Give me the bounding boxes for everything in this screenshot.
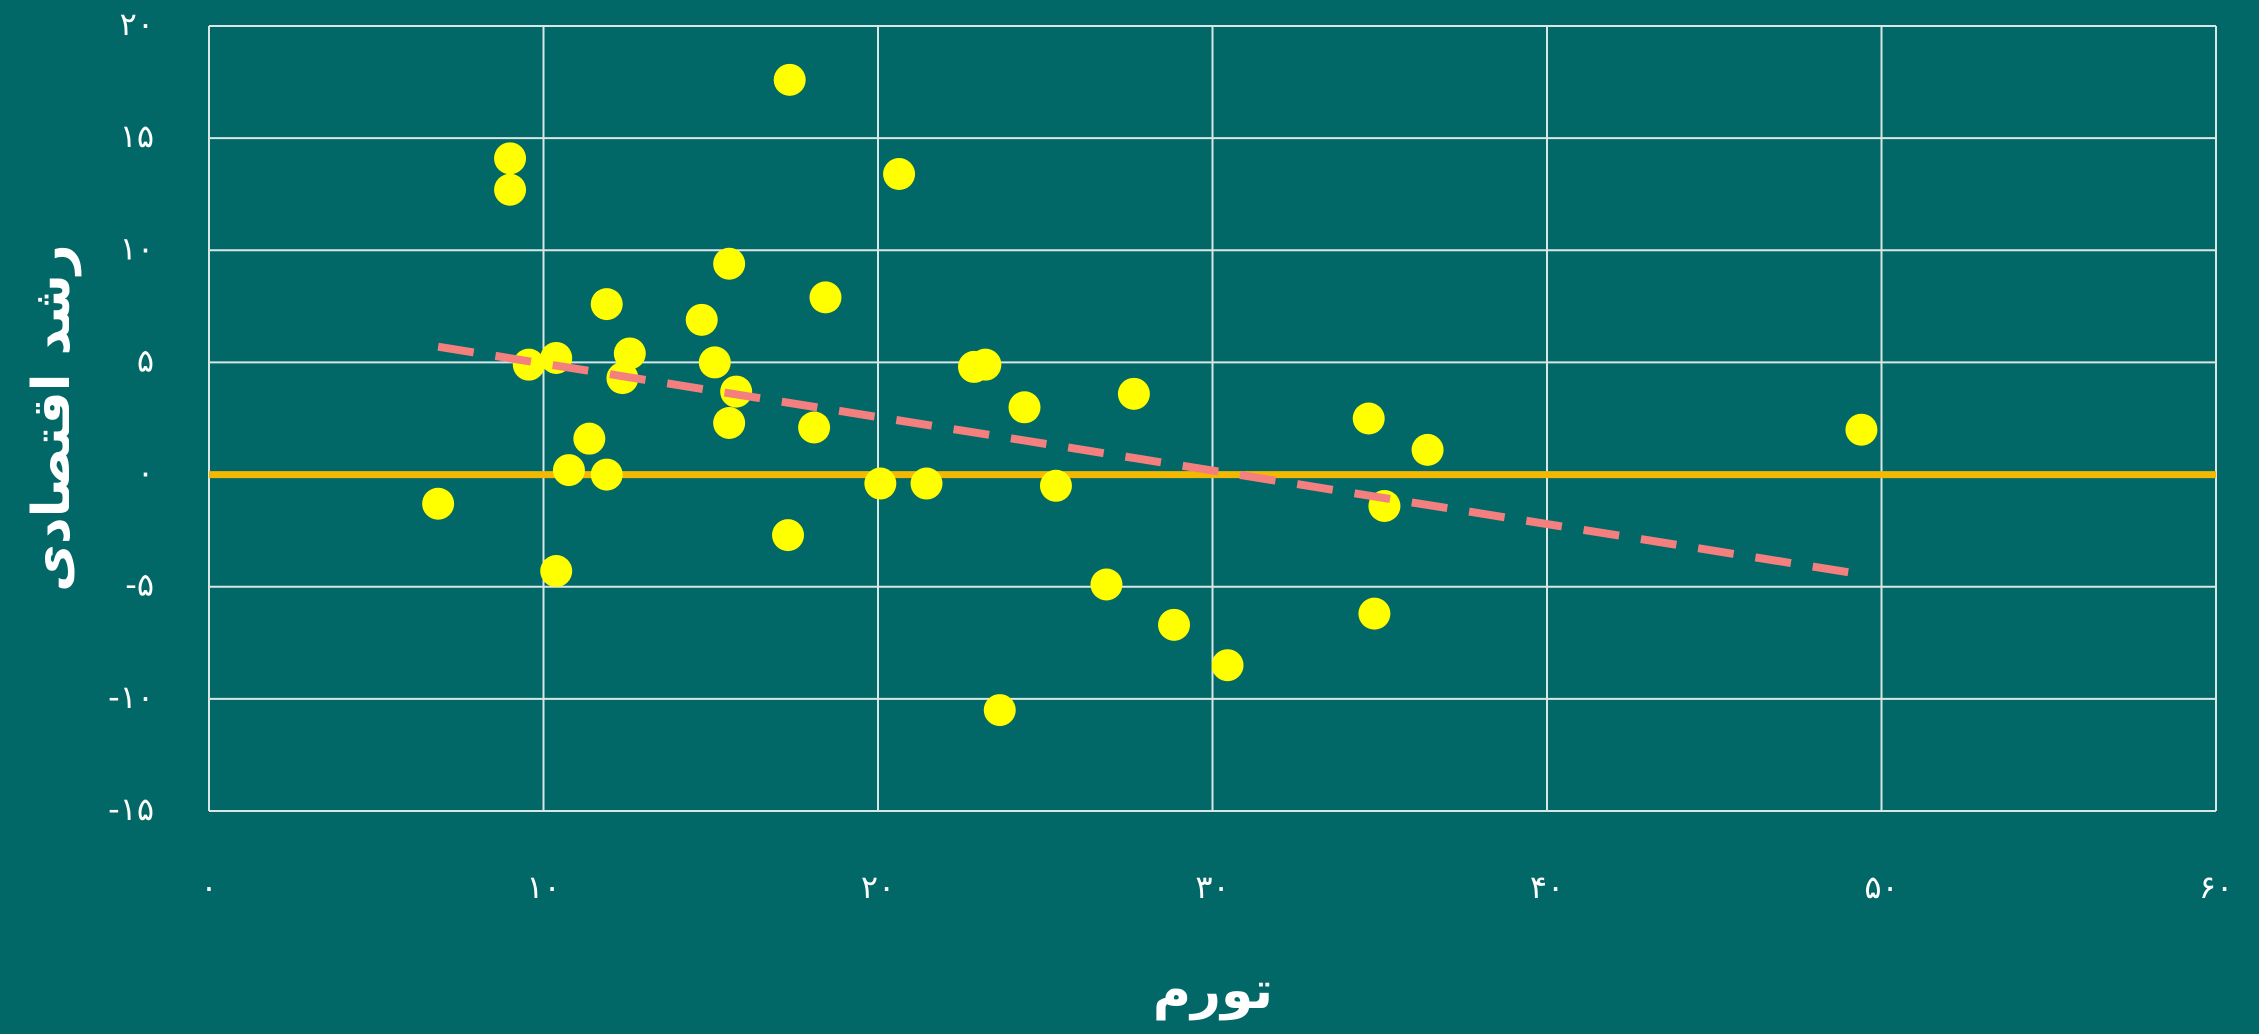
point	[1117, 377, 1150, 410]
point	[1411, 433, 1444, 466]
point	[540, 555, 573, 588]
point	[772, 519, 805, 552]
x-tick-label: ۳۰	[1195, 868, 1229, 906]
y-tick-label: ۱۰	[120, 229, 154, 267]
x-tick-label: ۶۰	[2199, 868, 2233, 906]
point	[590, 288, 623, 321]
point	[494, 142, 527, 175]
point	[883, 158, 916, 191]
point	[1352, 402, 1385, 435]
point	[1211, 649, 1244, 682]
y-tick-label: -۱۵	[108, 790, 154, 828]
trendline	[437, 342, 1856, 578]
y-tick-label: -۵	[125, 566, 154, 604]
point	[983, 694, 1016, 727]
point	[1090, 568, 1123, 601]
point	[773, 63, 806, 96]
y-tick-label: ۱۵	[120, 117, 154, 155]
point	[1845, 413, 1878, 446]
point	[713, 247, 746, 280]
point	[864, 467, 897, 500]
point	[590, 458, 623, 491]
point	[809, 281, 842, 314]
point	[798, 411, 831, 444]
x-tick-label: ۱۰	[526, 868, 560, 906]
point	[494, 173, 527, 206]
point	[1039, 469, 1072, 502]
y-tick-label: -۱۰	[108, 678, 154, 716]
x-tick-label: ۰	[200, 868, 217, 906]
point	[1358, 597, 1391, 630]
y-tick-label: ۲۰	[120, 5, 154, 43]
point	[422, 487, 455, 520]
point	[910, 467, 943, 500]
y-tick-label: ۵	[137, 341, 154, 379]
x-tick-label: ۲۰	[861, 868, 895, 906]
point	[573, 422, 606, 455]
x-axis-label: تورم	[1153, 961, 1273, 1021]
point	[1008, 391, 1041, 424]
y-axis-label: رشد اقتصادی	[22, 244, 82, 591]
y-tick-label: ۰	[137, 454, 154, 492]
x-tick-label: ۵۰	[1864, 868, 1898, 906]
point	[1158, 608, 1191, 641]
point	[552, 454, 585, 487]
point	[698, 346, 731, 379]
point	[713, 406, 746, 439]
point	[969, 348, 1002, 381]
point	[613, 337, 646, 370]
x-tick-label: ۴۰	[1530, 868, 1564, 906]
point	[685, 303, 718, 336]
